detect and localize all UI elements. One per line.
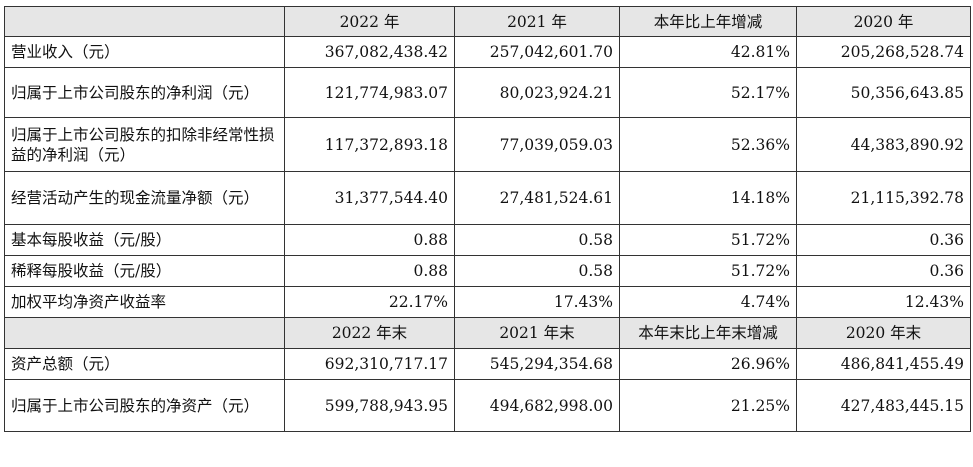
table-row: 加权平均净资产收益率 22.17% 17.43% 4.74% 12.43% [4,286,971,318]
row-label: 资产总额（元） [4,348,285,380]
cell-value: 17.43% [454,286,620,318]
cell-value: 27,481,524.61 [454,171,620,225]
header-2020: 2020 年 [796,6,971,37]
cell-value: 14.18% [619,171,797,225]
table-row: 经营活动产生的现金流量净额（元） 31,377,544.40 27,481,52… [4,171,971,225]
header-2021-end: 2021 年末 [454,317,620,349]
table-row: 营业收入（元） 367,082,438.42 257,042,601.70 42… [4,36,971,68]
cell-value: 545,294,354.68 [454,348,620,380]
row-label: 归属于上市公司股东的净利润（元） [4,67,285,118]
cell-value: 52.17% [619,67,797,118]
cell-value: 77,039,059.03 [454,117,620,172]
cell-value: 42.81% [619,36,797,68]
header-row-year-end: 2022 年末 2021 年末 本年末比上年末增减 2020 年末 [4,317,971,349]
cell-value: 12.43% [796,286,971,318]
table-row: 归属于上市公司股东的净资产（元） 599,788,943.95 494,682,… [4,379,971,432]
cell-value: 52.36% [619,117,797,172]
cell-value: 486,841,455.49 [796,348,971,380]
cell-value: 31,377,544.40 [284,171,455,225]
row-label: 基本每股收益（元/股） [4,224,285,256]
cell-value: 0.88 [284,255,455,287]
cell-value: 26.96% [619,348,797,380]
cell-value: 692,310,717.17 [284,348,455,380]
cell-value: 367,082,438.42 [284,36,455,68]
cell-value: 0.36 [796,255,971,287]
cell-value: 257,042,601.70 [454,36,620,68]
cell-value: 51.72% [619,255,797,287]
row-label: 归属于上市公司股东的扣除非经常性损益的净利润（元） [4,117,285,172]
cell-value: 50,356,643.85 [796,67,971,118]
table-row: 稀释每股收益（元/股） 0.88 0.58 51.72% 0.36 [4,255,971,287]
row-label: 营业收入（元） [4,36,285,68]
cell-value: 80,023,924.21 [454,67,620,118]
cell-value: 4.74% [619,286,797,318]
cell-value: 121,774,983.07 [284,67,455,118]
cell-value: 44,383,890.92 [796,117,971,172]
header-2021: 2021 年 [454,6,620,37]
header-change: 本年比上年增减 [619,6,797,37]
cell-value: 427,483,445.15 [796,379,971,432]
financial-summary-table: 2022 年 2021 年 本年比上年增减 2020 年 营业收入（元） 367… [4,6,971,432]
header-row-annual: 2022 年 2021 年 本年比上年增减 2020 年 [4,6,971,37]
table-row: 归属于上市公司股东的扣除非经常性损益的净利润（元） 117,372,893.18… [4,117,971,172]
cell-value: 0.58 [454,224,620,256]
header-change-end: 本年末比上年末增减 [619,317,797,349]
row-label: 加权平均净资产收益率 [4,286,285,318]
cell-value: 117,372,893.18 [284,117,455,172]
cell-value: 21,115,392.78 [796,171,971,225]
cell-value: 599,788,943.95 [284,379,455,432]
row-label: 稀释每股收益（元/股） [4,255,285,287]
table-row: 基本每股收益（元/股） 0.88 0.58 51.72% 0.36 [4,224,971,256]
table-row: 资产总额（元） 692,310,717.17 545,294,354.68 26… [4,348,971,380]
header-blank-cell [4,6,285,37]
row-label: 经营活动产生的现金流量净额（元） [4,171,285,225]
header-blank-cell [4,317,285,349]
cell-value: 51.72% [619,224,797,256]
table-row: 归属于上市公司股东的净利润（元） 121,774,983.07 80,023,9… [4,67,971,118]
header-2022: 2022 年 [284,6,455,37]
header-2020-end: 2020 年末 [796,317,971,349]
cell-value: 0.36 [796,224,971,256]
cell-value: 494,682,998.00 [454,379,620,432]
cell-value: 0.58 [454,255,620,287]
row-label: 归属于上市公司股东的净资产（元） [4,379,285,432]
cell-value: 21.25% [619,379,797,432]
cell-value: 0.88 [284,224,455,256]
cell-value: 22.17% [284,286,455,318]
header-2022-end: 2022 年末 [284,317,455,349]
cell-value: 205,268,528.74 [796,36,971,68]
